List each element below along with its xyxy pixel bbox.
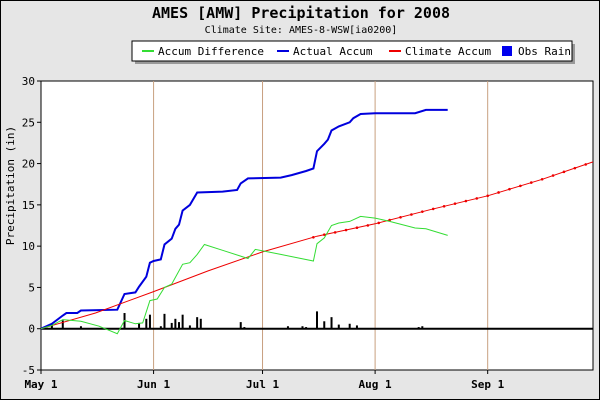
- climate-accum-marker: [562, 170, 566, 174]
- obs-rain-bar: [286, 326, 289, 329]
- climate-accum-marker: [399, 215, 402, 219]
- obs-rain-bar: [330, 317, 333, 329]
- x-tick-label: May 1: [24, 378, 57, 391]
- y-tick-label: 10: [22, 240, 35, 253]
- obs-rain-bar: [159, 326, 162, 329]
- obs-rain-bar: [239, 322, 242, 329]
- x-tick-label: Jun 1: [137, 378, 170, 391]
- climate-accum-marker: [584, 163, 588, 166]
- legend-actual-accum: Actual Accum: [293, 45, 373, 58]
- y-tick-label: 20: [22, 158, 35, 171]
- climate-accum-marker: [333, 231, 337, 234]
- obs-rain-bar: [323, 321, 326, 329]
- legend-swatch: [502, 46, 512, 56]
- climate-accum-marker: [322, 233, 326, 236]
- obs-rain-bar: [61, 320, 64, 329]
- obs-rain-bar: [337, 324, 340, 329]
- obs-rain-bar: [243, 327, 246, 329]
- obs-rain-bar: [138, 322, 141, 329]
- obs-rain-bar: [305, 327, 308, 329]
- legend-obs-rain: Obs Rain: [518, 45, 571, 58]
- climate-accum-marker: [431, 207, 435, 211]
- climate-accum-line: [40, 161, 594, 330]
- accum-difference-line: [40, 215, 448, 335]
- obs-rain-bar: [355, 325, 358, 329]
- climate-accum-marker: [497, 191, 500, 194]
- legend-box: [131, 40, 573, 62]
- obs-rain-bar: [417, 327, 420, 329]
- climate-accum-marker: [355, 226, 359, 230]
- legend-accum-difference: Accum Difference: [158, 45, 264, 58]
- obs-rain-bar: [174, 318, 177, 329]
- actual-accum-line: [40, 108, 448, 330]
- obs-rain-bar: [79, 326, 82, 329]
- obs-rain-bar: [196, 317, 199, 329]
- obs-rain-bar: [181, 314, 184, 329]
- climate-accum-marker: [551, 174, 555, 177]
- obs-rain-bar: [316, 311, 318, 329]
- obs-rain-bar: [50, 323, 53, 329]
- y-axis-label: Precipitation (in): [4, 126, 17, 245]
- y-tick-label: 30: [22, 75, 35, 88]
- x-tick-label: Jul 1: [246, 378, 279, 391]
- climate-accum-marker: [573, 166, 577, 170]
- climate-accum-marker: [377, 221, 381, 225]
- obs-rain-bar: [348, 323, 351, 329]
- climate-accum-marker: [410, 213, 413, 216]
- obs-rain-bar: [148, 314, 151, 329]
- obs-rain-bar: [145, 318, 148, 329]
- x-tick-label: Aug 1: [359, 378, 392, 391]
- obs-rain-bar: [178, 322, 180, 329]
- y-tick-label: 0: [28, 323, 35, 336]
- climate-accum-marker: [475, 197, 479, 200]
- climate-accum-marker: [508, 187, 511, 191]
- climate-accum-marker: [540, 177, 544, 181]
- obs-rain-bar: [421, 326, 424, 329]
- legend-climate-accum: Climate Accum: [405, 45, 491, 58]
- climate-accum-marker: [421, 210, 424, 213]
- climate-accum-marker: [312, 235, 315, 239]
- climate-accum-marker: [366, 224, 370, 227]
- climate-accum-marker: [519, 184, 522, 188]
- obs-rain-bar: [163, 313, 166, 329]
- y-tick-label: 15: [22, 199, 35, 212]
- obs-rain-bar: [170, 322, 173, 329]
- climate-accum-marker: [464, 199, 468, 203]
- climate-accum-marker: [344, 228, 348, 232]
- obs-rain-bar: [199, 318, 202, 329]
- x-tick-label: Sep 1: [471, 378, 504, 391]
- y-tick-label: -5: [22, 364, 35, 377]
- y-tick-label: 25: [22, 116, 35, 129]
- obs-rain-bar: [301, 326, 304, 329]
- climate-accum-marker: [453, 202, 457, 205]
- y-tick-label: 5: [28, 281, 35, 294]
- climate-accum-marker: [486, 194, 489, 198]
- climate-accum-marker: [442, 205, 446, 208]
- chart-subtitle: Climate Site: AMES-8-WSW[ia0200]: [204, 25, 398, 36]
- obs-rain-bar: [188, 325, 191, 329]
- climate-accum-marker: [529, 181, 533, 184]
- chart-title: AMES [AMW] Precipitation for 2008: [151, 4, 450, 22]
